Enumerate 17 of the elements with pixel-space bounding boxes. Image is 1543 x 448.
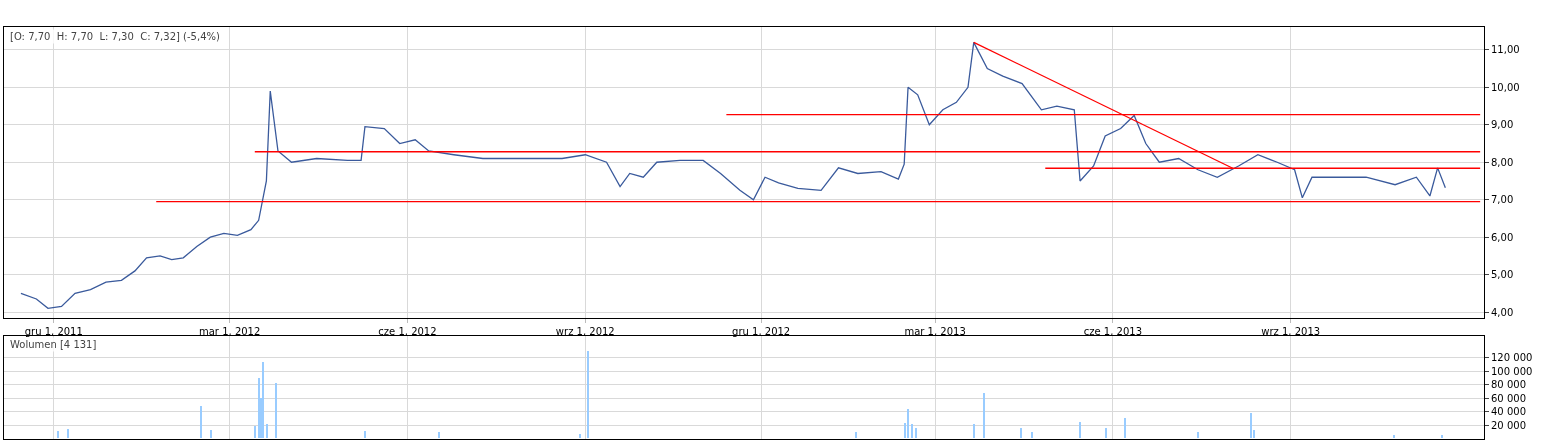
- y-tick-label: 5,00: [1491, 269, 1514, 281]
- y-tick-label: 10,00: [1491, 81, 1520, 93]
- y-tick-label: 80 000: [1491, 379, 1527, 391]
- y-tick-label: 11,00: [1491, 44, 1520, 56]
- y-tick-label: 20 000: [1491, 419, 1527, 431]
- y-tick-label: 6,00: [1491, 231, 1514, 243]
- y-tick-label: 7,00: [1491, 194, 1514, 206]
- chart-title: [O: 7,70 H: 7,70 L: 7,30 C: 7,32] (-5,4%): [10, 31, 220, 42]
- y-tick-label: 4,00: [1491, 306, 1514, 318]
- y-tick-label: 40 000: [1491, 406, 1527, 418]
- chart-title: Wolumen [4 131]: [10, 339, 97, 350]
- y-tick-label: 100 000: [1491, 365, 1533, 377]
- y-tick-label: 120 000: [1491, 352, 1533, 364]
- y-tick-label: 8,00: [1491, 156, 1514, 168]
- y-tick-label: 60 000: [1491, 392, 1527, 404]
- y-tick-label: 9,00: [1491, 119, 1514, 131]
- x-tick-label: cze 1, 2012: [378, 325, 437, 337]
